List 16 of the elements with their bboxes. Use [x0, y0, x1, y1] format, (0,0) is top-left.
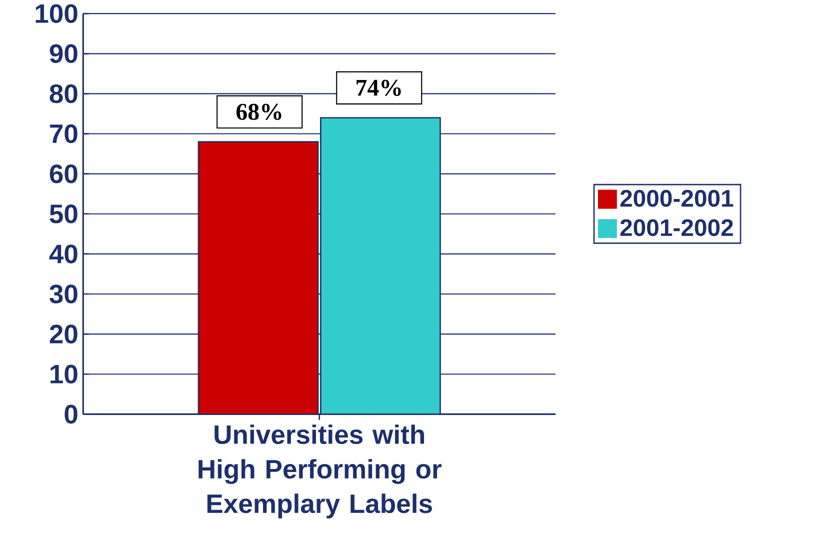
y-tick-label: 60: [50, 164, 78, 184]
x-tick-label: Universities with High Performing or Exemplary Labels: [198, 424, 442, 518]
y-tick-label: 50: [50, 204, 78, 224]
y-tick-label: 100: [36, 4, 78, 24]
y-tick-label: 70: [50, 124, 78, 144]
y-tick-label: 90: [50, 44, 78, 64]
y-tick-label: 80: [50, 84, 78, 104]
y-tick-label: 10: [50, 364, 78, 384]
data-label: 74%: [356, 80, 401, 96]
legend-label: 2000-2001: [620, 190, 734, 207]
legend-label: 2001-2002: [620, 219, 733, 236]
y-tick-label: 0: [64, 404, 78, 424]
y-tick-label: 30: [50, 284, 78, 304]
y-tick-label: 40: [49, 244, 78, 264]
data-label: 68%: [236, 104, 282, 120]
y-tick-label: 20: [50, 324, 78, 344]
